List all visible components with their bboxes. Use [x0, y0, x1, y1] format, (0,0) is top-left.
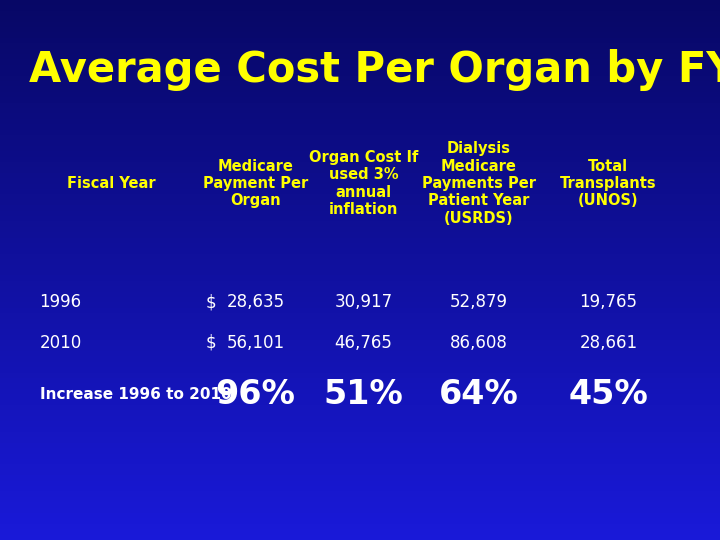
Text: 96%: 96%	[216, 377, 295, 411]
Text: 30,917: 30,917	[335, 293, 392, 312]
Text: 2010: 2010	[40, 334, 82, 352]
Text: 28,635: 28,635	[227, 293, 284, 312]
Text: 1996: 1996	[40, 293, 82, 312]
Text: Total
Transplants
(UNOS): Total Transplants (UNOS)	[560, 159, 657, 208]
Text: Organ Cost If
used 3%
annual
inflation: Organ Cost If used 3% annual inflation	[309, 150, 418, 217]
Text: 46,765: 46,765	[335, 334, 392, 352]
Text: 86,608: 86,608	[450, 334, 508, 352]
Text: 28,661: 28,661	[580, 334, 637, 352]
Text: 19,765: 19,765	[580, 293, 637, 312]
Text: Dialysis
Medicare
Payments Per
Patient Year
(USRDS): Dialysis Medicare Payments Per Patient Y…	[422, 141, 536, 226]
Text: 52,879: 52,879	[450, 293, 508, 312]
Text: 64%: 64%	[439, 377, 518, 411]
Text: 51%: 51%	[324, 377, 403, 411]
Text: $: $	[205, 334, 216, 352]
Text: Fiscal Year: Fiscal Year	[67, 176, 156, 191]
Text: $: $	[205, 293, 216, 312]
Text: Medicare
Payment Per
Organ: Medicare Payment Per Organ	[203, 159, 308, 208]
Text: 45%: 45%	[569, 377, 648, 411]
Text: Average Cost Per Organ by FY: Average Cost Per Organ by FY	[29, 49, 720, 91]
Text: Increase 1996 to 2010: Increase 1996 to 2010	[40, 387, 231, 402]
Text: 56,101: 56,101	[227, 334, 284, 352]
